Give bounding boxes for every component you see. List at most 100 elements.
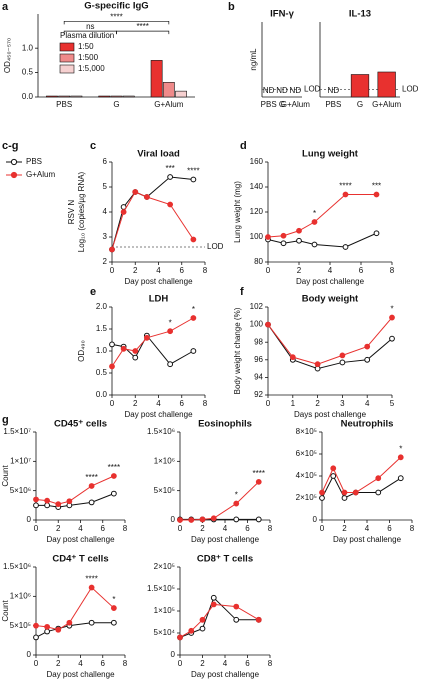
x-tick-label: 0 (110, 266, 115, 275)
data-point (44, 502, 51, 509)
legend-label: PBS (26, 157, 42, 166)
x-tick-label: 4 (223, 659, 228, 668)
significance-label: *** (165, 164, 174, 173)
chart-title: CD45⁺ cells (54, 419, 107, 430)
data-point (109, 341, 115, 348)
data-point (190, 348, 197, 354)
data-point (109, 246, 115, 253)
data-point (233, 616, 240, 623)
data-point (109, 363, 115, 370)
y-axis-label: Body weight change (%) (233, 307, 242, 394)
chart-title: Eosinophils (198, 419, 252, 430)
y-tick-label: 98 (254, 337, 263, 346)
x-tick-label: PBS (261, 100, 277, 109)
x-axis-label: Day post challenge (191, 535, 260, 544)
significance-label: **** (108, 463, 120, 472)
significance-label: * (112, 595, 115, 604)
x-tick-label: G+Alum (154, 100, 183, 109)
bar (122, 95, 135, 98)
bar (110, 95, 123, 98)
significance-label: **** (85, 473, 97, 482)
y-tick-label: 5×10⁵ (154, 486, 175, 495)
x-tick-label: G (357, 100, 363, 109)
data-point (210, 594, 217, 601)
significance-label: ns (86, 22, 94, 31)
significance-label: **** (85, 575, 97, 584)
x-tick-label: 4 (328, 266, 333, 275)
bar (46, 95, 58, 98)
data-point (190, 315, 197, 321)
y-tick-label: 80 (254, 257, 263, 266)
data-point (296, 237, 302, 244)
x-tick-label: PBS (325, 100, 341, 109)
data-point (88, 584, 95, 591)
data-point (167, 174, 174, 180)
data-point (233, 500, 240, 507)
data-point (330, 473, 337, 479)
data-point (33, 502, 39, 509)
x-tick-label: PBS (56, 100, 72, 109)
y-axis-label: OD₄₅₀₋₅₇₀ (3, 38, 12, 73)
legend-marker (10, 158, 18, 166)
bar (162, 82, 175, 98)
x-tick-label: 0 (320, 524, 325, 533)
x-tick-label: 8 (390, 266, 395, 275)
significance-label: *** (372, 182, 381, 191)
data-point (389, 335, 395, 342)
x-tick-label: 8 (123, 659, 128, 668)
data-point (255, 478, 262, 485)
x-tick-label: 2 (133, 266, 138, 275)
x-tick-label: 1 (291, 399, 296, 408)
series-line (111, 317, 194, 367)
y-tick-label: 100 (250, 232, 264, 241)
data-point (66, 619, 73, 626)
x-tick-label: 6 (245, 524, 250, 533)
data-point (110, 605, 117, 611)
x-tick-label: 3 (340, 399, 345, 408)
x-axis-label: Day post challenge (124, 410, 193, 419)
y-tick-label: 4×10⁵ (296, 471, 317, 480)
y-tick-label: 1.0 (96, 346, 108, 355)
panel-label: c-g (2, 140, 19, 152)
x-tick-label: 0 (110, 399, 115, 408)
significance-label: **** (110, 12, 122, 21)
bar (70, 95, 83, 98)
x-tick-label: 2 (133, 399, 138, 408)
y-tick-label: 1×10⁵ (154, 606, 175, 615)
data-point (188, 627, 195, 634)
data-point (341, 489, 348, 496)
y-axis-label: Log₁₀ (copies/µg RNA) (77, 171, 86, 252)
series-line (267, 194, 377, 238)
y-axis-label: RSV N (67, 200, 76, 225)
data-point (143, 334, 150, 341)
data-point (167, 361, 174, 368)
data-point (33, 496, 39, 503)
data-point (120, 345, 127, 352)
x-tick-label: 4 (156, 266, 161, 275)
y-tick-label: 0 (171, 515, 176, 524)
data-point (88, 619, 95, 626)
x-tick-label: G (279, 100, 285, 109)
x-tick-label: 2 (315, 399, 320, 408)
x-tick-label: 0 (266, 399, 271, 408)
data-point (167, 328, 174, 335)
x-tick-label: 8 (123, 524, 128, 533)
y-tick-label: 1.0 (22, 43, 34, 52)
y-tick-label: 2.0 (96, 302, 108, 311)
data-point (311, 219, 318, 225)
data-point (66, 498, 73, 505)
data-point (199, 625, 206, 632)
significance-label: **** (339, 182, 351, 191)
data-point (319, 489, 325, 496)
y-tick-label: 5×10⁴ (154, 628, 176, 637)
y-tick-label: 92 (254, 390, 263, 399)
x-tick-label: 4 (365, 524, 370, 533)
legend-swatch (59, 42, 75, 52)
data-point (233, 603, 240, 610)
data-point (373, 191, 380, 198)
y-axis-label: Lung weight (mg) (233, 181, 242, 243)
x-tick-label: 0 (266, 266, 271, 275)
x-tick-label: 2 (200, 524, 205, 533)
legend-swatch (59, 53, 75, 63)
x-tick-label: 6 (387, 524, 392, 533)
